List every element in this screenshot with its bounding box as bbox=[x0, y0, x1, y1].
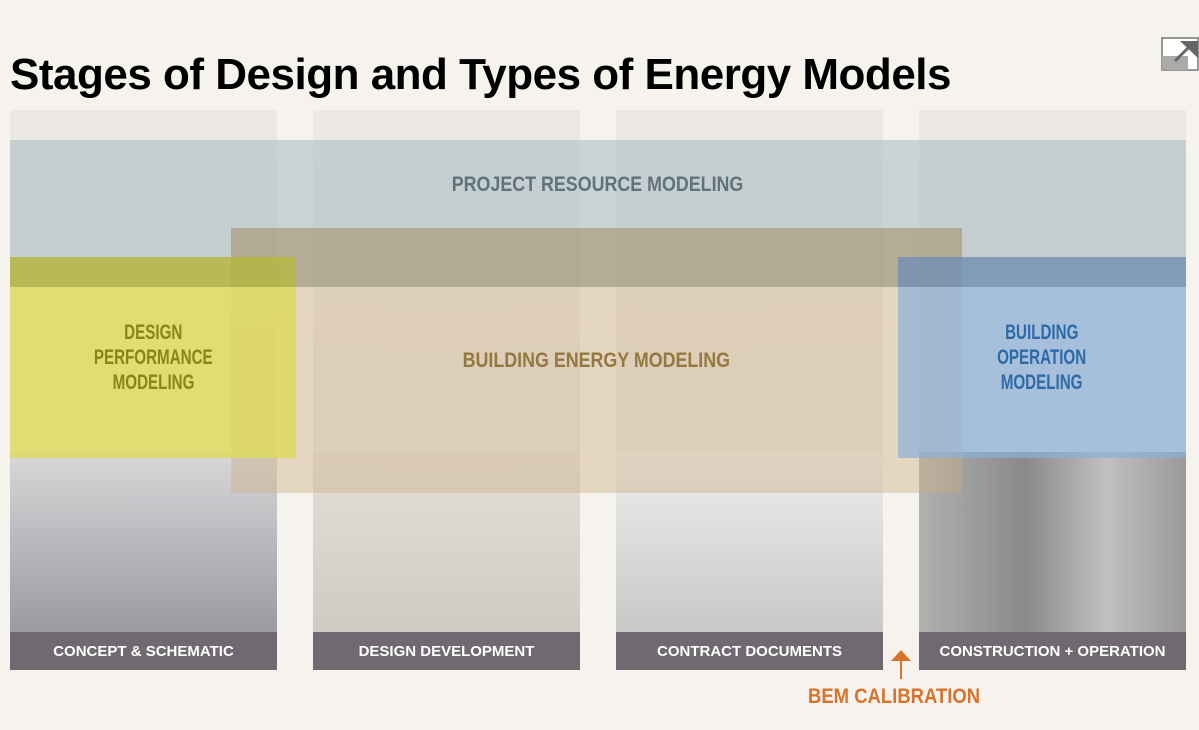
stage-label: CONTRACT DOCUMENTS bbox=[616, 632, 883, 670]
section-drawing-image bbox=[616, 452, 883, 632]
band-overlap bbox=[231, 228, 962, 287]
building-energy-label: BUILDING ENERGY MODELING bbox=[462, 349, 731, 372]
concept-sketch-image bbox=[10, 452, 277, 632]
stage-label: CONSTRUCTION + OPERATION bbox=[919, 632, 1186, 670]
bom-label-line: BUILDING bbox=[1005, 321, 1079, 344]
arrow-up-icon bbox=[891, 650, 911, 679]
bom-label-line: OPERATION bbox=[997, 346, 1087, 369]
band-overlap bbox=[10, 257, 296, 287]
dpm-label-line: MODELING bbox=[112, 371, 194, 394]
dpm-label-line: PERFORMANCE bbox=[93, 346, 213, 369]
expand-arrow-icon[interactable] bbox=[1161, 36, 1199, 72]
page-title: Stages of Design and Types of Energy Mod… bbox=[10, 50, 951, 99]
band-overlap bbox=[898, 257, 1186, 287]
design-performance-modeling-band: DESIGN PERFORMANCE MODELING bbox=[10, 257, 296, 458]
bom-label-line: MODELING bbox=[1001, 371, 1083, 394]
project-resource-label: PROJECT RESOURCE MODELING bbox=[452, 173, 744, 196]
dpm-label-line: DESIGN bbox=[123, 321, 183, 344]
building-energy-modeling-band: BUILDING ENERGY MODELING bbox=[231, 228, 962, 493]
building-operation-modeling-band: BUILDING OPERATION MODELING bbox=[898, 257, 1186, 458]
building-photo-image bbox=[919, 452, 1186, 632]
stage-label: CONCEPT & SCHEMATIC bbox=[10, 632, 277, 670]
bem-calibration-label: BEM CALIBRATION bbox=[808, 685, 981, 708]
floor-plan-image bbox=[313, 452, 580, 632]
stage-label: DESIGN DEVELOPMENT bbox=[313, 632, 580, 670]
